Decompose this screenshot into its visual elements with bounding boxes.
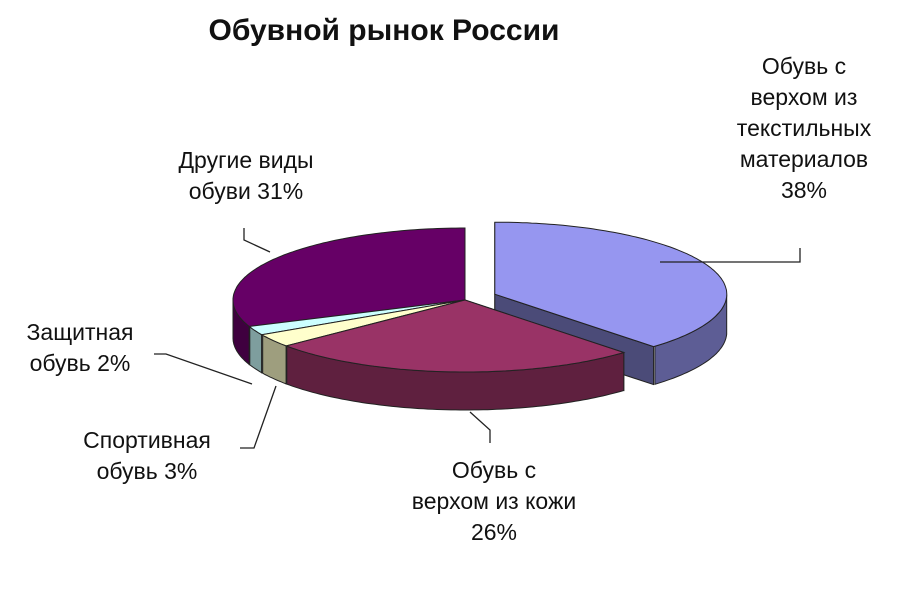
slice-label-line: 38% (781, 177, 827, 203)
slice-label-line: верхом из кожи (412, 488, 576, 514)
pie-slice-3 (248, 299, 466, 336)
slice-label-line: материалов (740, 146, 868, 172)
leader-line-3 (154, 353, 253, 385)
chart-title: Обувной рынок России (208, 14, 559, 47)
slice-label-0: Обувь с верхом из текстильных материалов 38% (737, 53, 872, 203)
slice-label-line: текстильных (737, 115, 872, 141)
slice-label-1: Обувь с верхом из кожи 26% (412, 457, 576, 545)
slice-label-line: Обувь с (762, 53, 846, 79)
slice-label-line: Спортивная (83, 427, 211, 453)
slice-label-line: Защитная (27, 319, 134, 345)
pie-slice-2 (260, 299, 466, 347)
slice-label-line: Другие виды (178, 147, 313, 173)
slice-label-line: 26% (471, 519, 517, 545)
slice-label-3: Защитная обувь 2% (27, 319, 134, 376)
slice-label-line: обувь 3% (97, 458, 198, 484)
pie-labels: Обувь с верхом из текстильных материалов 38%… (27, 53, 872, 545)
pie-slice-0 (494, 221, 728, 348)
slice-label-2: Спортивная обувь 3% (83, 427, 211, 484)
pie-slice-1 (284, 299, 626, 373)
leader-line-1 (469, 411, 491, 443)
slice-label-line: верхом из (751, 84, 858, 110)
slice-label-line: Обувь с (452, 457, 536, 483)
slice-label-line: обувь 2% (30, 350, 131, 376)
pie-tops (232, 221, 728, 373)
pie-slice-4 (232, 227, 466, 328)
leader-line-0 (660, 248, 801, 263)
slice-label-4: Другие виды обуви 31% (178, 147, 313, 204)
leader-line-4 (243, 228, 271, 253)
slice-label-line: обуви 31% (189, 178, 303, 204)
leader-line-2 (240, 385, 277, 449)
